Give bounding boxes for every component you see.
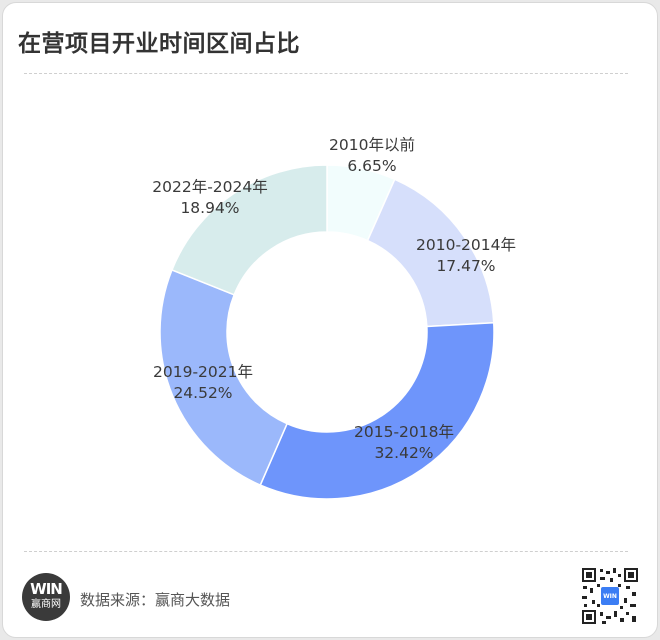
donut-chart: 2010年以前 6.65% 2010-2014年 17.47% 2015-2018年 32… <box>152 136 516 500</box>
donut-slice[interactable] <box>159 268 289 487</box>
slice-percent-label: 32.42% <box>374 444 433 462</box>
donut-slices <box>159 164 495 500</box>
slice-category-label: 2010-2014年 <box>416 236 516 254</box>
donut-slice[interactable] <box>170 164 328 296</box>
slice-percent-label: 24.52% <box>173 384 232 402</box>
donut-labels: 2010年以前 6.65% 2010-2014年 17.47% 2015-2018年 32… <box>152 136 516 462</box>
slice-category-label: 2022年-2024年 <box>152 178 268 196</box>
data-source: 数据来源：赢商大数据 <box>80 591 231 609</box>
winshang-logo: WIN 赢商网 <box>22 573 70 621</box>
slice-category-label: 2015-2018年 <box>354 423 454 441</box>
divider-bottom <box>24 551 628 552</box>
slice-category-label: 2010年以前 <box>329 136 415 154</box>
slice-percent-label: 6.65% <box>347 157 396 175</box>
slice-percent-label: 18.94% <box>180 199 239 217</box>
slice-category-label: 2019-2021年 <box>153 363 253 381</box>
divider-top <box>24 73 628 74</box>
qr-code-icon: WIN <box>580 566 640 626</box>
slice-percent-label: 17.47% <box>436 257 495 275</box>
logo-text: 赢商网 <box>31 599 61 610</box>
donut-slice[interactable] <box>259 321 495 500</box>
logo-mark: WIN <box>30 580 63 598</box>
svg-text:WIN: WIN <box>603 593 617 600</box>
page-title: 在营项目开业时间区间占比 <box>18 31 300 57</box>
